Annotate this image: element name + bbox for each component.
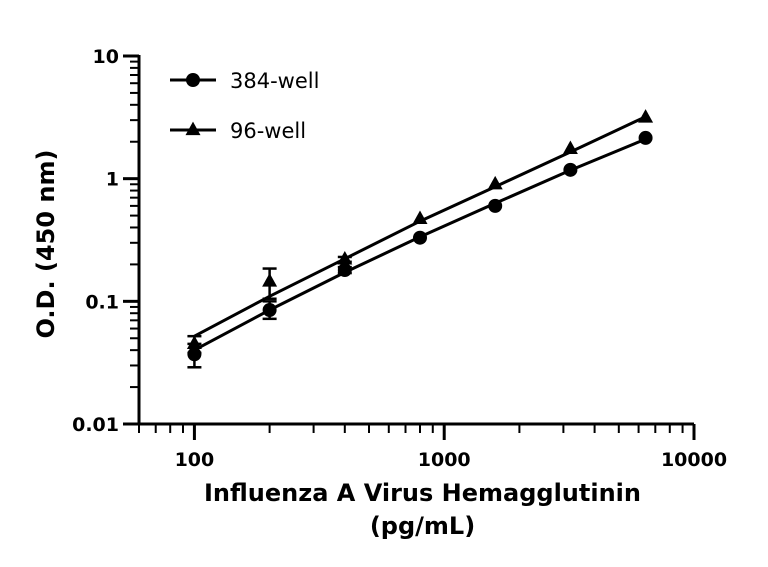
y-tick-label: 10	[93, 46, 119, 68]
y-tick-label: 0.1	[85, 291, 119, 313]
axis-labels: Influenza A Virus Hemagglutinin (pg/mL) O.…	[32, 150, 641, 540]
data-points	[186, 109, 654, 362]
data-point-circle	[413, 230, 428, 245]
data-point-triangle	[638, 109, 654, 123]
x-axis-title: Influenza A Virus Hemagglutinin	[204, 479, 641, 507]
data-point-circle	[488, 198, 503, 213]
legend-marker-triangle	[185, 121, 201, 136]
data-point-triangle	[262, 273, 278, 287]
data-point-triangle	[562, 140, 578, 154]
x-tick-label: 100	[175, 449, 215, 471]
data-point-circle	[638, 130, 653, 145]
data-point-circle	[187, 347, 202, 362]
data-point-circle	[563, 162, 578, 177]
data-point-triangle	[186, 335, 202, 350]
y-tick-label: 1	[106, 169, 119, 191]
data-point-triangle	[412, 210, 428, 225]
x-tick-label: 1000	[418, 449, 471, 471]
data-point-circle	[337, 263, 352, 278]
legend-label: 384-well	[230, 69, 319, 93]
data-point-triangle	[337, 250, 353, 265]
x-axis-title: (pg/mL)	[370, 512, 475, 540]
legend-label: 96-well	[230, 119, 306, 143]
legend-marker-circle	[186, 73, 200, 87]
x-tick-label: 10000	[661, 449, 727, 471]
y-axis-title: O.D. (450 nm)	[32, 150, 60, 339]
fit-line-triangle	[193, 115, 647, 338]
data-point-circle	[262, 302, 277, 317]
data-point-triangle	[487, 175, 503, 190]
axes: 0.01 0.1 1 10 100 1000 10000	[72, 46, 727, 471]
legend: 384-well 96-well	[170, 69, 319, 143]
y-tick-label: 0.01	[72, 414, 119, 436]
